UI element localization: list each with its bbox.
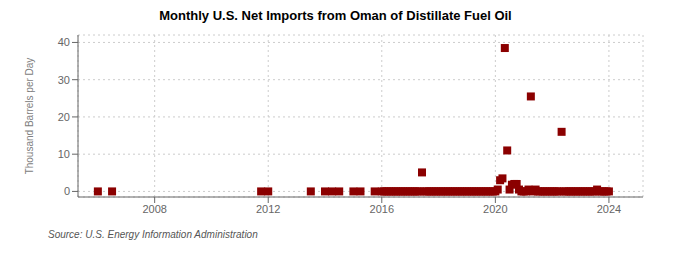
svg-text:Thousand Barrels per Day: Thousand Barrels per Day [24, 58, 35, 175]
svg-text:2020: 2020 [483, 203, 507, 215]
svg-text:40: 40 [58, 36, 70, 48]
svg-text:0: 0 [64, 185, 70, 197]
svg-text:2012: 2012 [256, 203, 280, 215]
svg-text:10: 10 [58, 148, 70, 160]
svg-text:2008: 2008 [142, 203, 166, 215]
html-text:Source: U.S. Energy Informatio: Source: U.S. Energy Information Administ… [48, 229, 258, 240]
svg-text:30: 30 [58, 74, 70, 86]
html-text:Monthly U.S. Net Imports from: Monthly U.S. Net Imports from Oman of Di… [159, 8, 512, 23]
svg-text:2024: 2024 [597, 203, 621, 215]
svg-text:2016: 2016 [370, 203, 394, 215]
svg-text:20: 20 [58, 111, 70, 123]
